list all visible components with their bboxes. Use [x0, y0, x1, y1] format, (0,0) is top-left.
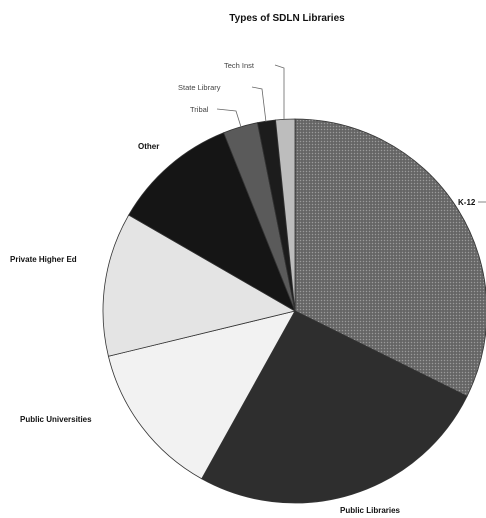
- pie-slice-other: [128, 132, 296, 312]
- pie-slice-public-libraries: [201, 310, 468, 504]
- slice-label-tribal-text: Tribal: [190, 105, 209, 114]
- slice-label-public-libraries-text: Public Libraries: [340, 506, 401, 515]
- slice-label-tech-inst-text: Tech Inst: [224, 61, 255, 70]
- slice-label-k12: K-12: [458, 198, 486, 207]
- slice-labels: K-12 Public Libraries Public Universitie…: [10, 61, 486, 515]
- slice-label-public-universities-text: Public Universities: [20, 415, 92, 424]
- slice-label-other-text: Other: [138, 142, 159, 151]
- slice-label-private-higher-ed: Private Higher Ed: [10, 255, 77, 264]
- slice-label-public-universities: Public Universities: [20, 415, 92, 424]
- chart-title: Types of SDLN Libraries: [229, 13, 345, 24]
- pie-slices: [102, 118, 486, 504]
- slice-label-other: Other: [138, 142, 159, 151]
- slice-label-tech-inst: Tech Inst: [224, 61, 285, 120]
- slice-label-public-libraries: Public Libraries: [340, 506, 401, 515]
- slice-label-tribal: Tribal: [190, 105, 242, 128]
- pie-slice-public-universities: [107, 310, 296, 480]
- slice-label-state-library: State Library: [178, 83, 267, 123]
- slice-label-state-library-text: State Library: [178, 83, 221, 92]
- pie-slice-k-12: [294, 118, 486, 397]
- slice-label-k12-text: K-12: [458, 198, 476, 207]
- slice-label-private-higher-ed-text: Private Higher Ed: [10, 255, 77, 264]
- pie-slice-tech-inst: [275, 118, 296, 312]
- pie-slice-private-higher-ed: [102, 214, 297, 357]
